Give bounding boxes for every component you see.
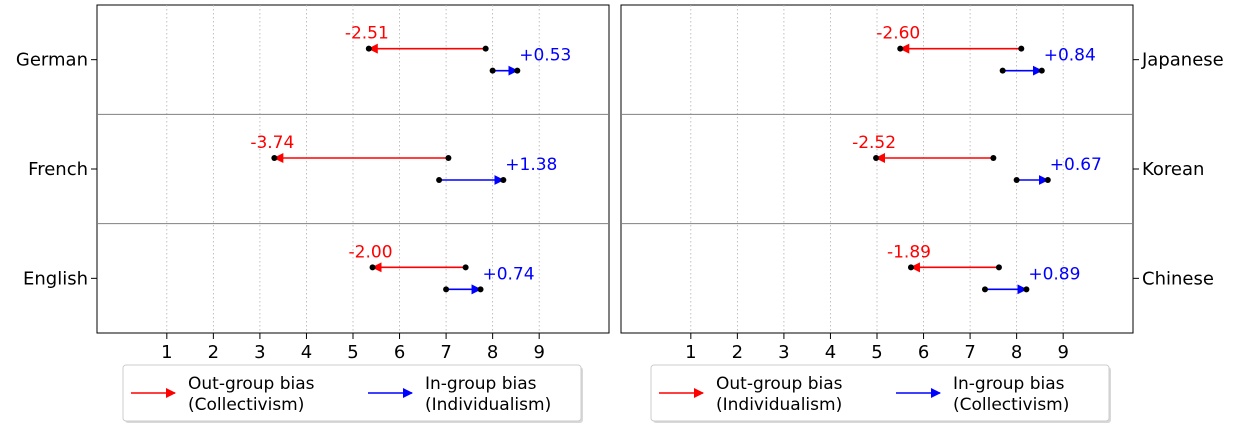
- right-legend-label-in-group-line2: (Collectivism): [953, 395, 1069, 415]
- y-tick-label-english: English: [23, 268, 88, 289]
- left-legend: Out-group bias(Collectivism) In-group bia…: [122, 364, 583, 423]
- left-marks: -2.51 +0.53 -3.74 +1.38 -2.00 +0.74: [250, 24, 571, 295]
- english-out-group-end-point: [369, 264, 376, 271]
- left-x-tick-label-4: 4: [301, 342, 312, 363]
- left-legend-label-out-group-line2: (Collectivism): [188, 395, 304, 415]
- left-x-tick-label-1: 1: [161, 342, 172, 363]
- left-legend-label-in-group-line1: In-group bias: [425, 374, 537, 394]
- english-out-group-delta-label: -2.00: [349, 242, 393, 262]
- english-in-group-start-point: [443, 286, 450, 293]
- korean-out-group-start-point: [990, 155, 997, 161]
- japanese-out-group-start-point: [1018, 45, 1025, 52]
- right-x-tick-label-2: 2: [732, 342, 743, 363]
- korean-in-group-delta-label: +0.67: [1050, 155, 1102, 175]
- german-in-group-delta-label: +0.53: [519, 46, 571, 66]
- left-x-tick-label-5: 5: [347, 342, 358, 363]
- left-x-tick-label-9: 9: [533, 342, 544, 363]
- right-x-tick-label-9: 9: [1057, 342, 1068, 363]
- right-x-axis: 1 2 3 4 5 6 7 8 9: [685, 333, 1069, 363]
- right-legend-label-in-group-line1: In-group bias: [953, 374, 1065, 394]
- chinese-out-group-end-point: [907, 264, 914, 271]
- korean-out-group-end-point: [873, 155, 880, 161]
- left-legend-label-out-group-line1: Out-group bias: [188, 374, 315, 394]
- french-in-group-delta-label: +1.38: [505, 155, 557, 175]
- english-in-group-end-point: [477, 286, 484, 293]
- korean-in-group-end-point: [1044, 177, 1051, 183]
- french-out-group-end-point: [271, 155, 278, 161]
- chinese-in-group-delta-label: +0.89: [1028, 264, 1080, 284]
- right-x-tick-label-4: 4: [825, 342, 836, 363]
- english-in-group-delta-label: +0.74: [482, 264, 534, 284]
- french-in-group-start-point: [436, 177, 443, 183]
- left-panel: -2.51 +0.53 -3.74 +1.38 -2.00 +0.74 1 2 3 4 5 6 7 8 9…: [16, 4, 610, 423]
- french-in-group-end-point: [500, 177, 507, 183]
- right-row-separators: [621, 113, 1133, 225]
- left-x-axis: 1 2 3 4 5 6 7 8 9: [161, 333, 545, 363]
- japanese-out-group-delta-label: -2.60: [876, 24, 920, 44]
- japanese-in-group-start-point: [999, 67, 1006, 74]
- right-x-tick-label-7: 7: [964, 342, 975, 363]
- left-gridlines: [166, 5, 540, 333]
- right-legend-label-out-group-line1: Out-group bias: [716, 374, 843, 394]
- french-out-group-delta-label: -3.74: [250, 133, 294, 153]
- right-x-tick-label-3: 3: [778, 342, 789, 363]
- left-x-tick-label-8: 8: [487, 342, 498, 363]
- chinese-in-group-end-point: [1023, 286, 1030, 293]
- right-x-tick-label-1: 1: [685, 342, 696, 363]
- japanese-out-group-end-point: [897, 45, 904, 52]
- right-y-axis: Japanese Korean Chinese: [1133, 50, 1224, 289]
- y-tick-label-korean: Korean: [1142, 159, 1204, 180]
- left-x-tick-label-2: 2: [208, 342, 219, 363]
- german-in-group-start-point: [489, 67, 496, 74]
- german-in-group-end-point: [514, 67, 521, 74]
- german-out-group-end-point: [365, 45, 372, 52]
- left-x-tick-label-7: 7: [440, 342, 451, 363]
- english-out-group-start-point: [462, 264, 469, 271]
- korean-out-group-delta-label: -2.52: [852, 133, 896, 153]
- right-legend-box: [650, 364, 1110, 422]
- japanese-in-group-end-point: [1038, 67, 1045, 74]
- left-legend-box: [122, 364, 582, 422]
- right-x-tick-label-8: 8: [1011, 342, 1022, 363]
- left-y-axis: German French English: [16, 50, 97, 289]
- right-gridlines: [690, 5, 1064, 333]
- right-x-tick-label-6: 6: [918, 342, 929, 363]
- chinese-in-group-start-point: [981, 286, 988, 293]
- y-tick-label-japanese: Japanese: [1141, 50, 1224, 71]
- right-marks: -2.60 +0.84 -2.52 +0.67 -1.89 +0.89: [852, 24, 1102, 295]
- french-out-group-start-point: [445, 155, 452, 161]
- left-x-tick-label-6: 6: [394, 342, 405, 363]
- y-tick-label-french: French: [28, 159, 88, 180]
- chinese-out-group-start-point: [995, 264, 1002, 271]
- right-legend-label-out-group-line2: (Individualism): [716, 395, 842, 415]
- left-legend-label-in-group-line2: (Individualism): [425, 395, 551, 415]
- y-tick-label-chinese: Chinese: [1142, 268, 1214, 289]
- german-out-group-delta-label: -2.51: [345, 24, 389, 44]
- japanese-in-group-delta-label: +0.84: [1044, 46, 1096, 66]
- korean-in-group-start-point: [1013, 177, 1020, 183]
- german-out-group-start-point: [482, 45, 489, 52]
- right-legend: Out-group bias(Individualism) In-group bi…: [650, 364, 1111, 423]
- left-row-separators: [97, 113, 609, 225]
- y-tick-label-german: German: [16, 50, 88, 71]
- chinese-out-group-delta-label: -1.89: [887, 242, 931, 262]
- right-panel: -2.60 +0.84 -2.52 +0.67 -1.89 +0.89 1 2 3 4 5 6 7 8 9…: [620, 4, 1224, 423]
- right-x-tick-label-5: 5: [871, 342, 882, 363]
- left-x-tick-label-3: 3: [254, 342, 265, 363]
